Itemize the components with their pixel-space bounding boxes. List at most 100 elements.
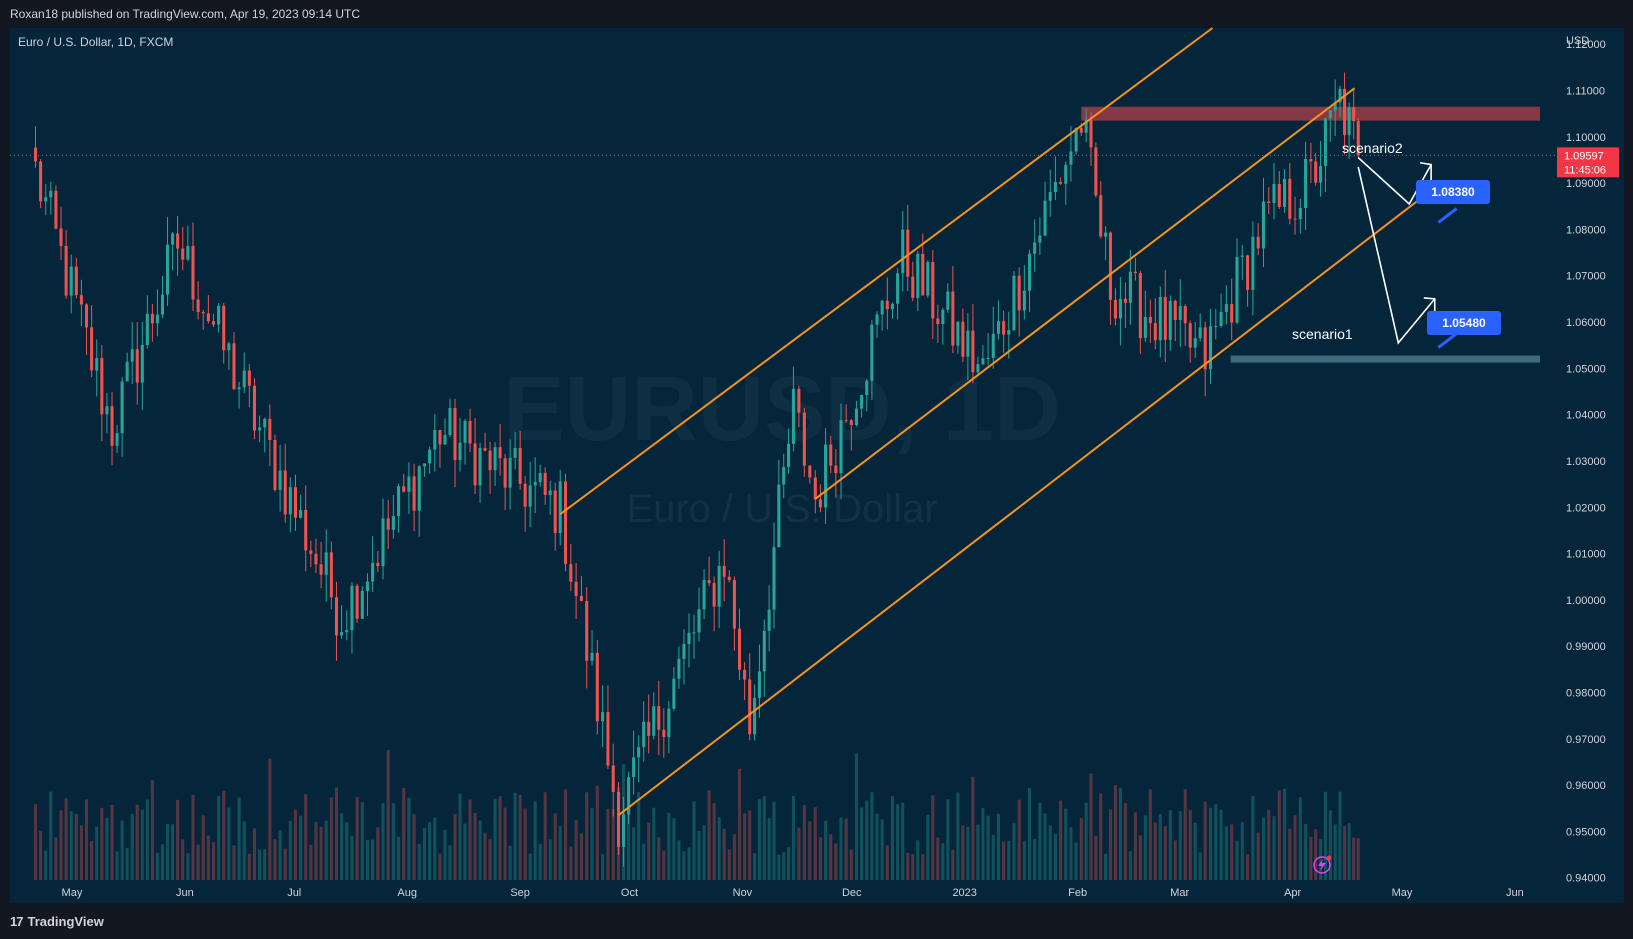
scenario2-arrow-head [1420,161,1432,181]
resistance-zone [1081,106,1540,121]
volume-bar [533,801,537,880]
candle-body [463,420,467,443]
volume-bar [777,854,781,880]
volume-bar [813,807,817,880]
candle-body [921,253,925,296]
y-tick-label: 0.95000 [1566,826,1606,838]
candle-body [206,313,210,322]
drawings[interactable] [559,27,1458,816]
volume-bar [115,851,119,880]
volume-bar [1235,840,1239,880]
candle-body [870,324,874,381]
target-label-2-bg [1427,311,1501,335]
volume-bar [324,820,328,880]
volume-bar [1309,836,1313,880]
candle-body [293,487,298,518]
volume-bar [579,833,583,880]
candle-body [1298,207,1302,220]
candle-body [100,358,104,415]
volume-bar [657,837,661,880]
volume-bar [916,840,920,880]
volume-bar [1094,835,1098,880]
volume-bar [1183,789,1187,880]
volume-bar [687,847,691,880]
x-tick-label: May [62,887,83,899]
volume-bar [1283,788,1287,880]
candle-body [956,321,960,346]
channel-lower-line [617,200,1418,816]
candle-body [707,580,711,584]
y-tick-label: 1.00000 [1566,595,1606,607]
candle-body [762,630,766,672]
candle-body [966,330,970,357]
volume-bar [1188,809,1192,880]
volume-bar [1328,810,1332,880]
candle-body [1059,182,1063,184]
y-tick-label: 1.07000 [1566,271,1606,283]
chart-frame[interactable] [10,28,1624,903]
volume-bar [697,831,701,880]
volume-bar [1133,812,1137,880]
volume-bar [1240,822,1244,880]
volume-bar [563,789,568,880]
candle-body [595,652,599,722]
volume-bar [558,826,562,880]
volume-bar [1123,803,1127,880]
lightning-icon[interactable] [1313,855,1332,874]
candle-body [813,477,817,500]
candle-body [222,305,226,351]
candle-body [443,434,447,445]
volume-bar [642,843,646,880]
volume-bar [345,822,349,880]
volume-bar [360,802,364,880]
candle-body [839,420,843,474]
volume-bar [946,799,950,880]
x-tick-label: Feb [1068,887,1087,899]
volume-bar [227,807,231,880]
candle-body [697,609,701,633]
candle-body [1309,158,1313,162]
volume-bar [39,830,43,880]
candle-body [712,583,716,607]
volume-bar [595,785,599,880]
y-tick-label: 1.06000 [1566,317,1606,329]
candle-body [682,644,686,659]
candle-body [854,408,858,425]
candle-body [1208,326,1213,370]
candle-body [601,712,605,722]
x-tick-label: Dec [842,887,862,899]
volume-bar [1343,825,1347,880]
volume-bar [976,824,980,880]
volume-bar [135,804,139,880]
volume-bar [1272,816,1276,880]
volume-bar [513,792,517,880]
candle-body [488,450,492,471]
tradingview-logo[interactable]: 17 TradingView [10,914,104,929]
candle-body [1188,323,1192,348]
scenario1-arrow-head [1423,297,1436,316]
candle-body [777,484,781,548]
candle-body [340,632,344,636]
candle-body [1033,242,1037,254]
volume-bar [165,823,170,880]
volume-bar [407,797,411,880]
candle-body [1224,304,1228,312]
candle-body [1027,253,1032,291]
candle-body [657,706,661,730]
volume-bar [105,817,109,880]
candle-body [757,671,761,698]
candle-body [911,276,915,298]
channel-middle-line [814,87,1356,500]
candle-body [483,448,487,451]
time-axis[interactable]: May Jun Jul Aug Sep Oct Nov Dec 2023 Feb Mar Apr May… [62,887,1524,899]
candle-body [860,395,864,409]
target2-marker [1437,207,1458,224]
target-label-1: 1.08380 [1416,180,1490,204]
candle-body [941,309,945,325]
volume-bar [69,811,73,880]
candle-body [563,481,568,565]
volume-bar [981,808,985,880]
volume-bar [120,820,124,880]
volume-bar [448,845,452,880]
